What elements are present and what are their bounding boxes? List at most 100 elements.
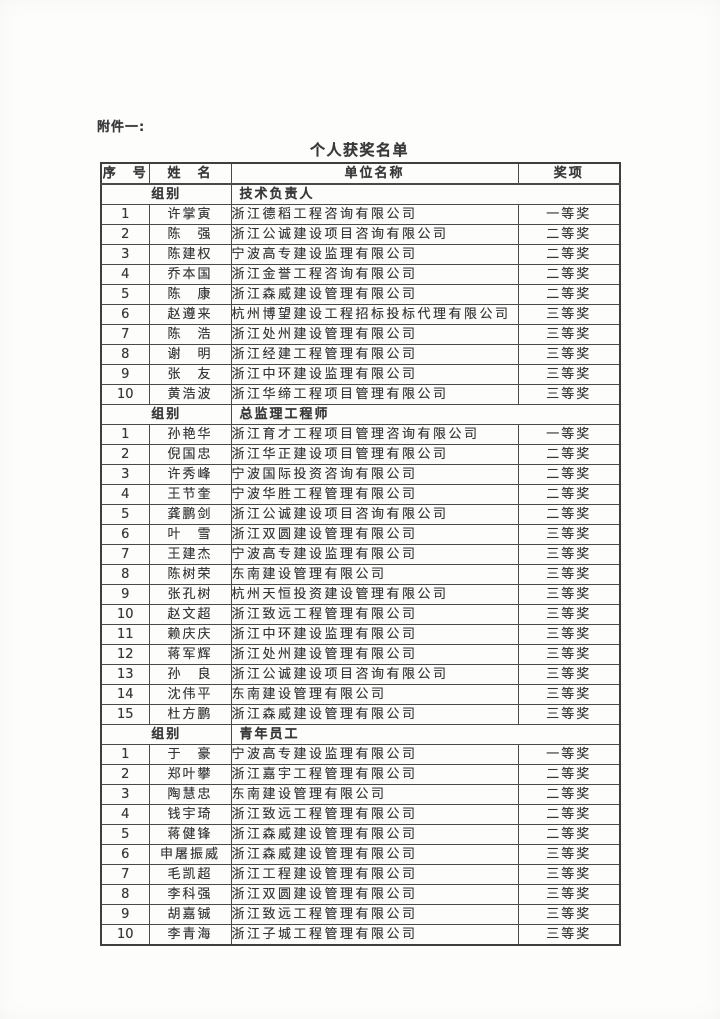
- name-cell: 沈伟平: [148, 684, 232, 705]
- award-cell: 二等奖: [517, 264, 621, 285]
- table-row: 1 许掌寅 浙江德稻工程咨询有限公司 一等奖: [100, 204, 621, 225]
- company-cell: 宁波华胜工程管理有限公司: [230, 484, 519, 505]
- table-row: 4 钱宇琦 浙江致远工程管理有限公司 二等奖: [100, 804, 621, 825]
- row-number-cell: 1: [100, 744, 150, 765]
- table-row: 3 陶慧忠 东南建设管理有限公司 二等奖: [100, 784, 621, 805]
- company-cell: 宁波国际投资咨询有限公司: [230, 464, 519, 485]
- award-cell: 二等奖: [517, 244, 621, 265]
- table-row: 2 郑叶攀 浙江嘉宇工程管理有限公司 二等奖: [100, 764, 621, 785]
- row-number-cell: 8: [100, 884, 150, 905]
- row-number-cell: 13: [100, 664, 150, 685]
- award-cell: 三等奖: [517, 324, 621, 345]
- award-cell: 二等奖: [517, 284, 621, 305]
- table-header: 序 号 姓 名 单位名称 奖项: [100, 162, 621, 185]
- row-number-cell: 4: [100, 264, 150, 285]
- award-cell: 三等奖: [517, 584, 621, 605]
- row-number-cell: 10: [100, 384, 150, 405]
- award-cell: 三等奖: [517, 304, 621, 325]
- name-cell: 陈 康: [148, 284, 232, 305]
- name-cell: 赵遵来: [148, 304, 232, 325]
- row-number-cell: 3: [100, 244, 150, 265]
- row-number-cell: 7: [100, 324, 150, 345]
- name-cell: 李科强: [148, 884, 232, 905]
- table-row: 8 陈树荣 东南建设管理有限公司 三等奖: [100, 564, 621, 585]
- name-cell: 胡嘉铖: [148, 904, 232, 925]
- name-cell: 许秀峰: [148, 464, 232, 485]
- table-row: 12 蒋军辉 浙江处州建设管理有限公司 三等奖: [100, 644, 621, 665]
- row-number-cell: 8: [100, 564, 150, 585]
- award-cell: 一等奖: [517, 424, 621, 445]
- award-cell: 三等奖: [517, 664, 621, 685]
- name-cell: 钱宇琦: [148, 804, 232, 825]
- table-row: 13 孙 良浙江公诚建设项目咨询有限公司 三等奖: [100, 664, 621, 685]
- row-number-cell: 3: [100, 464, 150, 485]
- company-cell: 宁波高专建设监理有限公司: [230, 244, 519, 265]
- company-cell: 浙江子城工程管理有限公司: [230, 924, 519, 946]
- column-header-award: 奖项: [517, 162, 621, 185]
- column-header-company: 单位名称: [230, 162, 519, 185]
- name-cell: 叶 雪: [148, 524, 232, 545]
- group-name: 青年员工: [230, 724, 621, 745]
- award-cell: 三等奖: [517, 884, 621, 905]
- name-cell: 孙艳华: [148, 424, 232, 445]
- table-row: 10 李青海 浙江子城工程管理有限公司 三等奖: [100, 924, 621, 946]
- table-row: 6 申屠振威 浙江森威建设管理有限公司 三等奖: [100, 844, 621, 865]
- company-cell: 浙江森威建设管理有限公司: [230, 284, 519, 305]
- row-number-cell: 15: [100, 704, 150, 725]
- award-cell: 三等奖: [517, 704, 621, 725]
- group-row-label: 组别: [100, 404, 232, 425]
- row-number-cell: 5: [100, 284, 150, 305]
- company-cell: 浙江公诚建设项目咨询有限公司: [230, 224, 519, 245]
- group-row: 组别 青年员工: [100, 724, 621, 745]
- award-cell: 二等奖: [517, 484, 621, 505]
- table-row: 10 黄浩波 浙江华缔工程项目管理有限公司 三等奖: [100, 384, 621, 405]
- name-cell: 赵文超: [148, 604, 232, 625]
- award-cell: 三等奖: [517, 384, 621, 405]
- company-cell: 浙江经建工程管理有限公司: [230, 344, 519, 365]
- award-cell: 三等奖: [517, 924, 621, 946]
- row-number-cell: 9: [100, 584, 150, 605]
- award-cell: 二等奖: [517, 444, 621, 465]
- row-number-cell: 5: [100, 504, 150, 525]
- row-number-cell: 5: [100, 824, 150, 845]
- name-cell: 陶慧忠: [148, 784, 232, 805]
- award-cell: 三等奖: [517, 364, 621, 385]
- company-cell: 浙江华正建设项目管理有限公司: [230, 444, 519, 465]
- row-number-cell: 1: [100, 204, 150, 225]
- award-cell: 一等奖: [517, 744, 621, 765]
- name-cell: 乔本国: [148, 264, 232, 285]
- header-row: 序 号 姓 名 单位名称 奖项: [100, 162, 621, 185]
- company-cell: 浙江致远工程管理有限公司: [230, 804, 519, 825]
- award-cell: 三等奖: [517, 684, 621, 705]
- group-name: 总监理工程师: [230, 404, 621, 425]
- name-cell: 蒋健锋: [148, 824, 232, 845]
- table-row: 7 毛凯超 浙江工程建设管理有限公司 三等奖: [100, 864, 621, 885]
- table-row: 9 胡嘉铖 浙江致远工程管理有限公司 三等奖: [100, 904, 621, 925]
- company-cell: 浙江森威建设管理有限公司: [230, 704, 519, 725]
- table-row: 11 赖庆庆 浙江中环建设监理有限公司 三等奖: [100, 624, 621, 645]
- name-cell: 郑叶攀: [148, 764, 232, 785]
- company-cell: 浙江致远工程管理有限公司: [230, 904, 519, 925]
- award-cell: 三等奖: [517, 904, 621, 925]
- award-cell: 三等奖: [517, 864, 621, 885]
- company-cell: 东南建设管理有限公司: [230, 564, 519, 585]
- row-number-cell: 1: [100, 424, 150, 445]
- name-cell: 赖庆庆: [148, 624, 232, 645]
- row-number-cell: 10: [100, 924, 150, 946]
- award-cell: 二等奖: [517, 464, 621, 485]
- company-cell: 宁波高专建设监理有限公司: [230, 544, 519, 565]
- row-number-cell: 12: [100, 644, 150, 665]
- page-title: 个人获奖名单: [309, 141, 409, 159]
- award-cell: 二等奖: [517, 824, 621, 845]
- award-cell: 三等奖: [517, 564, 621, 585]
- company-cell: 浙江公诚建设项目咨询有限公司: [230, 664, 519, 685]
- row-number-cell: 3: [100, 784, 150, 805]
- attachment-label: 附件一:: [97, 120, 146, 135]
- table-row: 4 王节奎 宁波华胜工程管理有限公司 二等奖: [100, 484, 621, 505]
